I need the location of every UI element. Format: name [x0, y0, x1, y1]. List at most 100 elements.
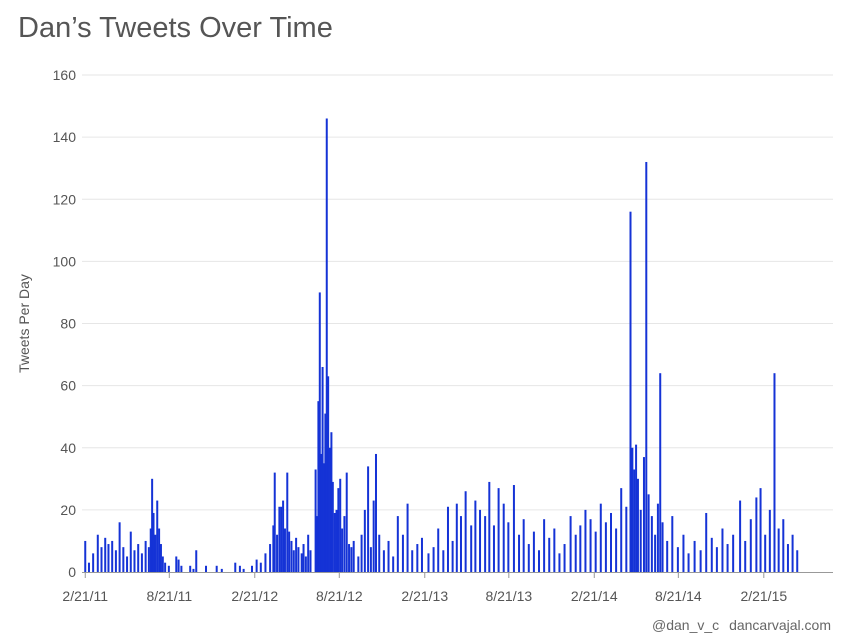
bar [122, 547, 125, 572]
bar [322, 463, 325, 572]
bar [367, 466, 370, 572]
bar [589, 519, 592, 572]
bar [327, 376, 330, 572]
bar [635, 444, 638, 572]
bar [437, 528, 440, 572]
chart-title: Dan’s Tweets Over Time [18, 12, 333, 44]
x-tick-label: 8/21/11 [146, 588, 192, 604]
bar [333, 512, 336, 572]
bar [726, 544, 729, 572]
bar [548, 537, 551, 572]
bar [777, 528, 780, 572]
bar [156, 500, 159, 572]
bar [137, 544, 140, 572]
bar [645, 161, 648, 573]
bar [314, 469, 317, 572]
bar [594, 531, 597, 572]
bar [459, 516, 462, 572]
bar [464, 491, 467, 572]
bar [442, 550, 445, 572]
bar [633, 469, 636, 572]
bar [650, 516, 653, 572]
bar [768, 509, 771, 573]
bar [599, 503, 602, 572]
bar [100, 547, 103, 572]
bar [345, 472, 348, 572]
bar [269, 544, 272, 572]
bar [114, 550, 117, 572]
bar [512, 485, 515, 572]
x-tick-label: 2/21/13 [401, 588, 448, 604]
bar [492, 525, 495, 572]
x-tick-label: 2/21/15 [740, 588, 787, 604]
bar [180, 565, 183, 572]
y-tick-label: 80 [60, 316, 76, 332]
bar [382, 550, 385, 572]
bar [348, 544, 351, 572]
bar [320, 453, 323, 572]
bar [104, 537, 107, 572]
bar [286, 472, 289, 572]
bar [335, 509, 338, 573]
bar [297, 547, 300, 572]
bar [161, 556, 164, 572]
bar [126, 556, 129, 572]
bar [507, 522, 510, 572]
bar [620, 488, 623, 572]
bar [242, 568, 245, 572]
bar [278, 506, 281, 572]
bar [666, 540, 669, 572]
bar [175, 556, 178, 572]
bar [732, 534, 735, 572]
bar [167, 565, 170, 572]
bar [357, 556, 360, 572]
bar [283, 528, 286, 572]
bar [318, 292, 321, 572]
bar [205, 565, 208, 572]
y-tick-label: 0 [68, 564, 76, 580]
bar [629, 211, 632, 572]
bar [378, 534, 381, 572]
bar [543, 519, 546, 572]
bar [264, 553, 267, 572]
x-tick-label: 2/21/11 [62, 588, 108, 604]
bar [527, 544, 530, 572]
bar [324, 413, 327, 572]
bar [432, 547, 435, 572]
credit-handle: @dan_v_c [652, 617, 720, 633]
y-axis-title: Tweets Per Day [16, 274, 32, 373]
bar [721, 528, 724, 572]
bar [744, 540, 747, 572]
bar [189, 565, 192, 572]
bar [406, 503, 409, 572]
bar [272, 525, 275, 572]
bar [446, 506, 449, 572]
bar [276, 534, 279, 572]
bar [755, 497, 758, 572]
bar [671, 516, 674, 572]
bar [331, 481, 334, 572]
credit-site: dancarvajal.com [729, 617, 831, 633]
bar [759, 488, 762, 572]
bar [295, 537, 298, 572]
y-tick-label: 60 [60, 378, 76, 394]
bar [369, 547, 372, 572]
bar [739, 500, 742, 572]
bar [339, 478, 342, 572]
bar [420, 537, 423, 572]
bar [392, 556, 395, 572]
bar [396, 516, 399, 572]
bar [661, 522, 664, 572]
bar [699, 550, 702, 572]
bar [749, 519, 752, 572]
bar [107, 544, 110, 572]
bar [321, 366, 324, 572]
bar [558, 553, 561, 572]
bar [307, 534, 310, 572]
bar [387, 540, 390, 572]
bar [300, 553, 303, 572]
bar [584, 509, 587, 573]
bar [154, 534, 157, 572]
bar [96, 534, 99, 572]
